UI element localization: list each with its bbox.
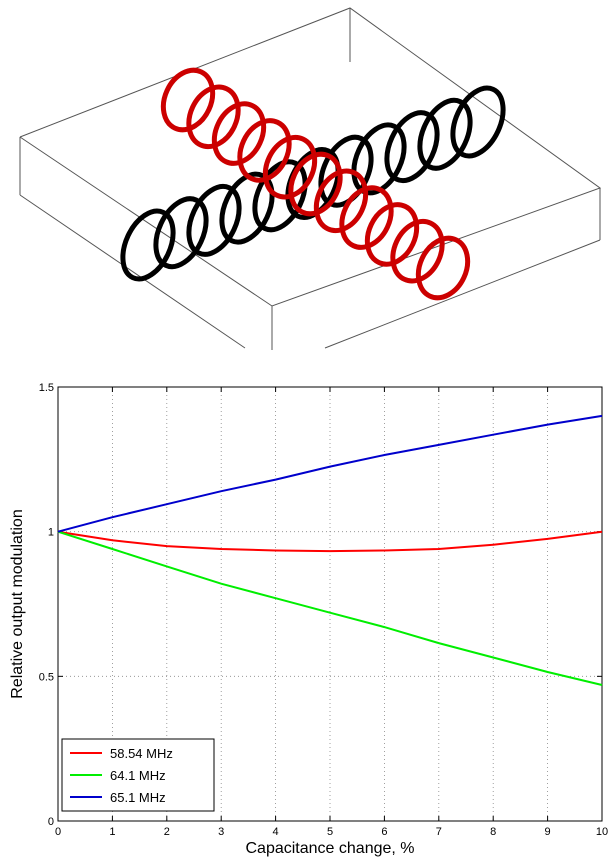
legend-label: 58.54 MHz: [110, 746, 173, 761]
coil-array-illustration: [19, 7, 602, 350]
x-tick-label: 8: [490, 826, 496, 838]
series-line-2: [57, 530, 603, 686]
black-coil-ring: [219, 171, 275, 245]
series-lines: [57, 414, 603, 686]
black-coil-ring: [252, 159, 308, 233]
legend-label: 65.1 MHz: [110, 790, 166, 805]
x-tick-label: 10: [596, 826, 608, 838]
x-tick-label: 1: [109, 826, 115, 838]
red-coil-ring: [339, 185, 394, 250]
x-tick-label: 3: [218, 826, 224, 838]
black-coil-ring: [186, 183, 242, 257]
black-coil-ring: [153, 196, 209, 270]
black-coil-ring: [120, 208, 176, 282]
red-coil-ring: [237, 118, 292, 183]
box-bottom-left: [19, 194, 246, 349]
red-coil-ring: [390, 218, 445, 284]
x-tick-label: 7: [436, 826, 442, 838]
x-tick-label: 4: [273, 826, 279, 838]
red-coil-ring: [288, 151, 343, 217]
red-coil-ring: [364, 202, 420, 267]
red-coil-ring: [415, 235, 471, 301]
coil-row-black: [120, 85, 506, 282]
y-tick-label: 0.5: [39, 671, 54, 683]
x-axis-ticks: 0 1 2 3 4 5 6 7 8 9 10: [55, 387, 608, 838]
red-coil-ring: [262, 134, 318, 200]
series-line-3: [57, 414, 603, 533]
red-coil-ring: [186, 84, 241, 150]
black-coil-ring: [417, 97, 473, 171]
black-coil-ring: [450, 85, 506, 159]
black-coil-ring: [384, 110, 440, 184]
red-coil-ring: [211, 101, 267, 166]
y-tick-label: 1: [48, 527, 54, 539]
x-tick-label: 0: [55, 826, 61, 838]
y-axis-ticks: 0 0.5 1 1.5: [39, 382, 602, 828]
box-bottom-right: [324, 239, 601, 349]
y-tick-label: 1.5: [39, 382, 54, 394]
bounding-box: [19, 7, 602, 350]
grid-lines: [58, 387, 602, 821]
legend-label: 64.1 MHz: [110, 768, 166, 783]
red-coil-ring: [313, 168, 369, 234]
x-tick-label: 2: [164, 826, 170, 838]
red-coil-ring: [160, 67, 216, 133]
y-tick-label: 0: [48, 816, 54, 828]
x-tick-label: 6: [381, 826, 387, 838]
modulation-chart: 0 1 2 3 4 5 6 7 8 9 10 0 0.5 1 1.5 Capacitance change…: [9, 382, 608, 857]
legend: 58.54 MHz 64.1 MHz 65.1 MHz: [61, 738, 215, 812]
coil-row-red: [160, 67, 471, 301]
y-axis-label: Relative output modulation: [9, 509, 26, 698]
x-tick-label: 5: [327, 826, 333, 838]
series-line-1: [57, 530, 603, 553]
x-tick-label: 9: [545, 826, 551, 838]
x-axis-label: Capacitance change, %: [246, 840, 415, 857]
